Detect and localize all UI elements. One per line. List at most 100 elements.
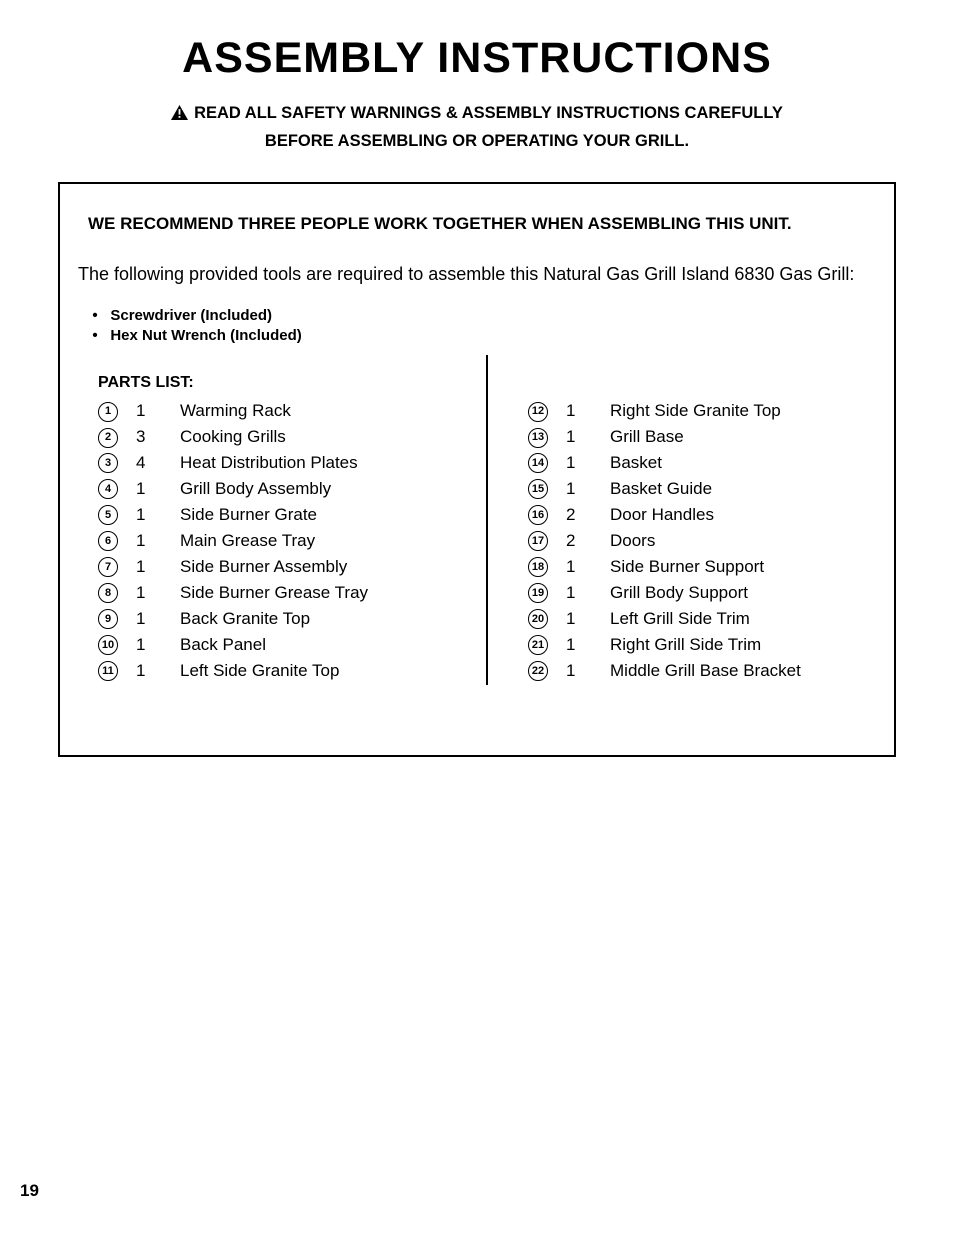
part-quantity: 1 <box>548 608 596 631</box>
part-quantity: 1 <box>548 426 596 449</box>
tool-item: • Hex Nut Wrench (Included) <box>88 327 876 344</box>
part-name: Basket <box>596 452 662 475</box>
part-number-circle: 17 <box>528 531 548 551</box>
part-quantity: 1 <box>118 608 166 631</box>
part-name: Grill Body Assembly <box>166 478 331 501</box>
part-row: 162Door Handles <box>528 504 876 527</box>
part-quantity: 1 <box>118 504 166 527</box>
part-row: 111Left Side Granite Top <box>98 660 446 683</box>
page-number: 19 <box>20 1181 39 1201</box>
part-row: 181Side Burner Support <box>528 556 876 579</box>
part-number-circle: 12 <box>528 402 548 422</box>
warning-icon <box>171 103 188 129</box>
part-name: Grill Base <box>596 426 684 449</box>
part-quantity: 1 <box>118 556 166 579</box>
part-row: 131Grill Base <box>528 426 876 449</box>
part-number-circle: 19 <box>528 583 548 603</box>
part-name: Cooking Grills <box>166 426 286 449</box>
parts-column-right: 121Right Side Granite Top131Grill Base14… <box>498 400 876 685</box>
part-name: Side Burner Grate <box>166 504 317 527</box>
part-name: Left Grill Side Trim <box>596 608 750 631</box>
part-number-circle: 7 <box>98 557 118 577</box>
part-quantity: 1 <box>118 582 166 605</box>
warning-line-2: BEFORE ASSEMBLING OR OPERATING YOUR GRIL… <box>265 132 689 150</box>
part-row: 81Side Burner Grease Tray <box>98 582 446 605</box>
part-row: 61Main Grease Tray <box>98 530 446 553</box>
part-row: 71Side Burner Assembly <box>98 556 446 579</box>
part-quantity: 1 <box>118 530 166 553</box>
part-row: 211Right Grill Side Trim <box>528 634 876 657</box>
part-number-circle: 22 <box>528 661 548 681</box>
part-name: Main Grease Tray <box>166 530 315 553</box>
tool-item: • Screwdriver (Included) <box>88 307 876 324</box>
intro-text: The following provided tools are require… <box>78 264 876 285</box>
part-number-circle: 16 <box>528 505 548 525</box>
part-number-circle: 18 <box>528 557 548 577</box>
part-row: 201Left Grill Side Trim <box>528 608 876 631</box>
part-name: Side Burner Grease Tray <box>166 582 368 605</box>
part-quantity: 1 <box>118 478 166 501</box>
part-number-circle: 5 <box>98 505 118 525</box>
part-name: Grill Body Support <box>596 582 748 605</box>
part-number-circle: 6 <box>98 531 118 551</box>
parts-columns: 11Warming Rack23Cooking Grills34Heat Dis… <box>78 400 876 685</box>
part-quantity: 1 <box>548 452 596 475</box>
part-row: 121Right Side Granite Top <box>528 400 876 423</box>
part-name: Side Burner Support <box>596 556 764 579</box>
part-quantity: 1 <box>548 660 596 683</box>
part-number-circle: 8 <box>98 583 118 603</box>
part-row: 34Heat Distribution Plates <box>98 452 446 475</box>
part-row: 221Middle Grill Base Bracket <box>528 660 876 683</box>
part-name: Basket Guide <box>596 478 712 501</box>
part-quantity: 1 <box>548 582 596 605</box>
warning-line-1: READ ALL SAFETY WARNINGS & ASSEMBLY INST… <box>194 104 783 122</box>
part-row: 101Back Panel <box>98 634 446 657</box>
part-number-circle: 1 <box>98 402 118 422</box>
part-quantity: 1 <box>118 634 166 657</box>
part-name: Warming Rack <box>166 400 291 423</box>
part-row: 172Doors <box>528 530 876 553</box>
part-row: 11Warming Rack <box>98 400 446 423</box>
part-name: Heat Distribution Plates <box>166 452 358 475</box>
part-quantity: 1 <box>548 556 596 579</box>
part-name: Right Grill Side Trim <box>596 634 761 657</box>
part-row: 141Basket <box>528 452 876 475</box>
part-number-circle: 4 <box>98 479 118 499</box>
tools-list: • Screwdriver (Included) • Hex Nut Wrenc… <box>88 307 876 344</box>
part-quantity: 1 <box>118 660 166 683</box>
column-divider <box>486 355 488 685</box>
tool-name: Screwdriver (Included) <box>110 307 272 324</box>
part-name: Back Panel <box>166 634 266 657</box>
part-name: Door Handles <box>596 504 714 527</box>
part-row: 23Cooking Grills <box>98 426 446 449</box>
part-name: Left Side Granite Top <box>166 660 339 683</box>
part-number-circle: 2 <box>98 428 118 448</box>
part-number-circle: 21 <box>528 635 548 655</box>
part-quantity: 4 <box>118 452 166 475</box>
safety-warning: READ ALL SAFETY WARNINGS & ASSEMBLY INST… <box>20 101 934 154</box>
part-number-circle: 10 <box>98 635 118 655</box>
document-page: ASSEMBLY INSTRUCTIONS READ ALL SAFETY WA… <box>0 0 954 1235</box>
part-number-circle: 9 <box>98 609 118 629</box>
part-number-circle: 14 <box>528 453 548 473</box>
part-quantity: 1 <box>548 634 596 657</box>
part-row: 91Back Granite Top <box>98 608 446 631</box>
part-number-circle: 15 <box>528 479 548 499</box>
part-quantity: 1 <box>548 400 596 423</box>
part-quantity: 3 <box>118 426 166 449</box>
part-name: Right Side Granite Top <box>596 400 781 423</box>
part-quantity: 2 <box>548 504 596 527</box>
part-name: Doors <box>596 530 655 553</box>
recommendation-text: WE RECOMMEND THREE PEOPLE WORK TOGETHER … <box>88 214 876 234</box>
part-row: 51Side Burner Grate <box>98 504 446 527</box>
part-number-circle: 20 <box>528 609 548 629</box>
part-quantity: 2 <box>548 530 596 553</box>
part-name: Back Granite Top <box>166 608 310 631</box>
part-row: 151Basket Guide <box>528 478 876 501</box>
part-number-circle: 11 <box>98 661 118 681</box>
page-title: ASSEMBLY INSTRUCTIONS <box>20 34 934 83</box>
part-row: 191Grill Body Support <box>528 582 876 605</box>
part-name: Middle Grill Base Bracket <box>596 660 801 683</box>
content-box: WE RECOMMEND THREE PEOPLE WORK TOGETHER … <box>58 182 896 757</box>
part-quantity: 1 <box>118 400 166 423</box>
